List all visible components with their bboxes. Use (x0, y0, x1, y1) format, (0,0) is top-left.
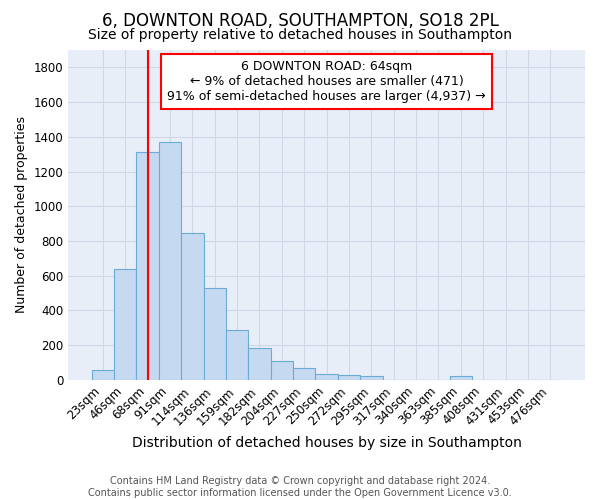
X-axis label: Distribution of detached houses by size in Southampton: Distribution of detached houses by size … (131, 436, 521, 450)
Bar (449, 376, 472, 380)
Y-axis label: Number of detached properties: Number of detached properties (15, 116, 28, 314)
Bar (114, 269, 136, 380)
Bar (360, 376, 383, 380)
Bar (136, 152, 159, 380)
Text: Size of property relative to detached houses in Southampton: Size of property relative to detached ho… (88, 28, 512, 42)
Bar (203, 288, 226, 380)
Bar (159, 142, 181, 380)
Bar (271, 361, 293, 380)
Bar (248, 348, 271, 380)
Bar (92, 370, 114, 380)
Bar (293, 368, 316, 380)
Bar (338, 374, 360, 380)
Bar (316, 374, 338, 380)
Bar (181, 233, 203, 380)
Bar (226, 330, 248, 380)
Text: 6, DOWNTON ROAD, SOUTHAMPTON, SO18 2PL: 6, DOWNTON ROAD, SOUTHAMPTON, SO18 2PL (101, 12, 499, 30)
Text: Contains HM Land Registry data © Crown copyright and database right 2024.
Contai: Contains HM Land Registry data © Crown c… (88, 476, 512, 498)
Text: 6 DOWNTON ROAD: 64sqm
← 9% of detached houses are smaller (471)
91% of semi-deta: 6 DOWNTON ROAD: 64sqm ← 9% of detached h… (167, 60, 486, 103)
